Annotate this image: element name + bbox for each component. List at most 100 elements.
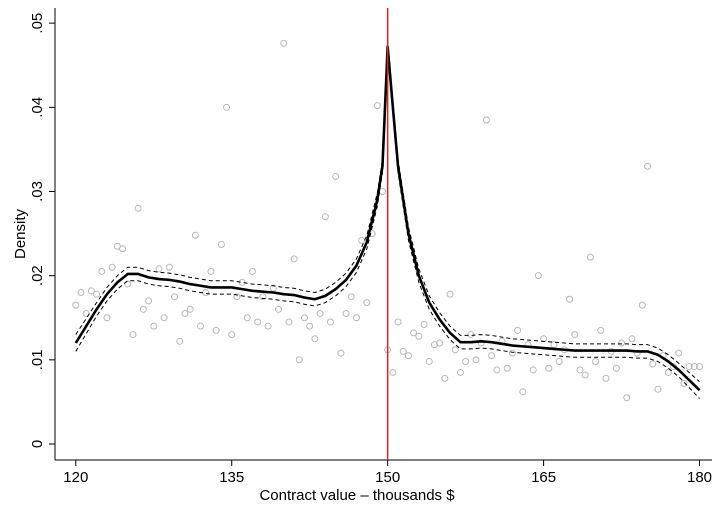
scatter-point	[389, 368, 397, 376]
scatter-point	[425, 358, 433, 366]
scatter-point	[202, 288, 210, 296]
scatter-point	[342, 310, 350, 318]
scatter-point	[436, 339, 444, 347]
scatter-point	[477, 339, 485, 347]
scatter-point	[295, 356, 303, 364]
scatter-point	[529, 366, 537, 374]
scatter-point	[555, 358, 563, 366]
scatter-point	[326, 318, 334, 326]
scatter-point	[420, 320, 428, 328]
scatter-point	[690, 363, 698, 371]
scatter-point	[145, 297, 153, 305]
scatter-point	[337, 349, 345, 357]
scatter-point	[519, 388, 527, 396]
scatter-point	[597, 326, 605, 334]
scatter-point	[72, 301, 80, 309]
scatter-point	[649, 360, 657, 368]
scatter-point	[217, 241, 225, 249]
scatter-point	[503, 364, 511, 372]
scatter-point	[488, 352, 496, 360]
scatter-point	[680, 379, 688, 387]
x-tick-label: 120	[63, 469, 88, 486]
scatter-point	[441, 374, 449, 382]
scatter-point	[264, 322, 272, 330]
scatter-point	[93, 290, 101, 298]
scatter-point	[119, 245, 127, 253]
confidence-band	[75, 39, 700, 383]
scatter-point	[197, 322, 205, 330]
scatter-point	[451, 346, 459, 354]
scatter-point	[347, 293, 355, 301]
scatter-point	[696, 363, 704, 371]
y-axis-title: Density	[12, 208, 29, 259]
scatter-point	[134, 204, 142, 212]
scatter-point	[332, 172, 340, 180]
scatter-point	[228, 331, 236, 339]
y-tick-label: 0	[29, 440, 46, 448]
scatter-point	[186, 305, 194, 313]
scatter-point	[373, 102, 381, 110]
scatter-point	[259, 293, 267, 301]
scatter-point	[254, 318, 262, 326]
y-tick-label: .05	[29, 13, 46, 34]
scatter-point	[394, 318, 402, 326]
scatter-point	[566, 295, 574, 303]
scatter-point	[160, 314, 168, 322]
scatter-point	[176, 337, 184, 345]
scatter-point	[275, 305, 283, 313]
scatter-point	[638, 301, 646, 309]
x-tick-label: 165	[531, 469, 556, 486]
scatter-point	[358, 236, 366, 244]
scatter-point	[363, 299, 371, 307]
scatter-point	[290, 255, 298, 263]
scatter-point	[675, 349, 683, 357]
scatter-point	[633, 349, 641, 357]
scatter-point	[446, 290, 454, 298]
scatter-point	[545, 364, 553, 372]
scatter-point	[103, 314, 111, 322]
scatter-point	[456, 368, 464, 376]
scatter-point	[415, 332, 423, 340]
scatter-point	[508, 349, 516, 357]
scatter-point	[321, 213, 329, 221]
scatter-point	[467, 331, 475, 339]
scatter-point	[165, 263, 173, 271]
x-tick-label: 135	[219, 469, 244, 486]
scatter-point	[623, 394, 631, 402]
scatter-point	[306, 322, 314, 330]
scatter-point	[482, 116, 490, 124]
scatter-point	[139, 305, 147, 313]
scatter-point	[233, 293, 241, 301]
scatter-point	[628, 335, 636, 343]
scatter-point	[207, 267, 215, 275]
y-tick-label: .04	[29, 97, 46, 118]
scatter-point	[87, 287, 95, 295]
scatter-point	[576, 366, 584, 374]
scatter-point	[98, 267, 106, 275]
scatter-point	[300, 314, 308, 322]
scatter-point	[514, 326, 522, 334]
scatter-point	[285, 318, 293, 326]
scatter-point	[602, 374, 610, 382]
scatter-point	[399, 347, 407, 355]
scatter-point	[223, 103, 231, 111]
scatter-point	[612, 364, 620, 372]
scatter-point	[586, 253, 594, 261]
scatter-point	[124, 280, 132, 288]
scatter-point	[352, 314, 360, 322]
y-tick-label: .01	[29, 349, 46, 370]
scatter-point	[581, 371, 589, 379]
scatter-point	[644, 162, 652, 170]
scatter-point	[618, 339, 626, 347]
scatter-point	[410, 329, 418, 337]
scatter-point	[181, 310, 189, 318]
scatter-point	[685, 363, 693, 371]
x-tick-label: 150	[375, 469, 400, 486]
scatter-point	[654, 385, 662, 393]
scatter-point	[191, 231, 199, 239]
scatter-point	[592, 358, 600, 366]
scatter-point	[108, 263, 116, 271]
scatter-point	[243, 314, 251, 322]
x-tick-label: 180	[687, 469, 712, 486]
